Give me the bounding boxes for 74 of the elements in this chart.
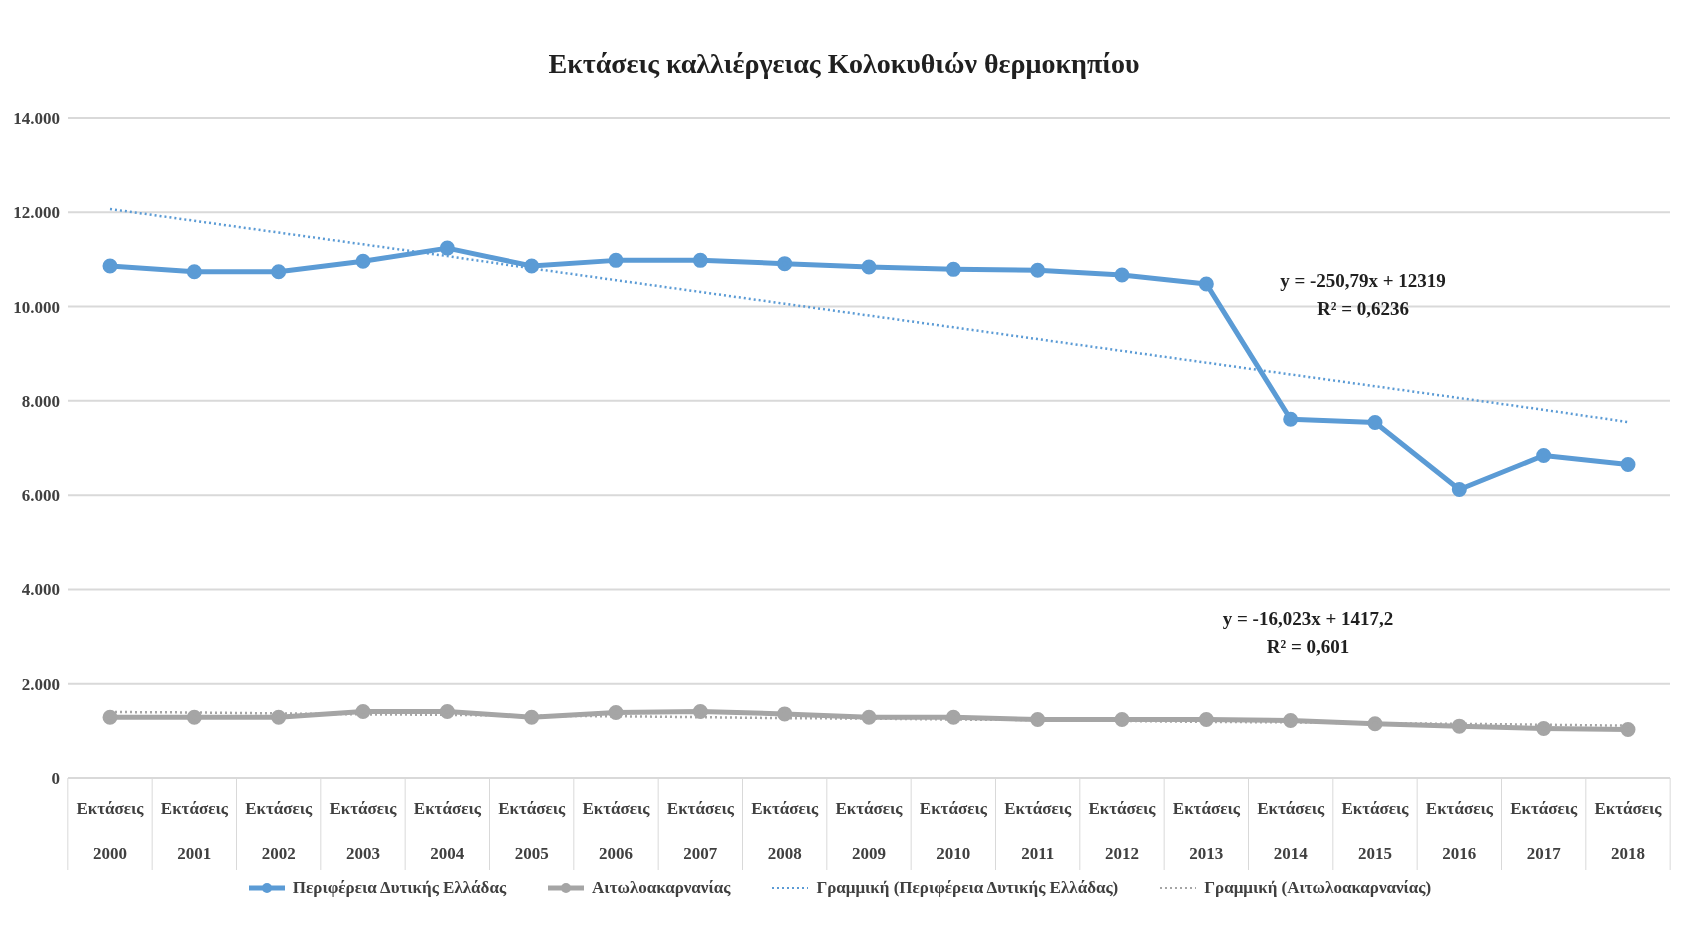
point — [524, 258, 540, 274]
category-label: Εκτάσεις 2005 — [498, 799, 566, 863]
y-tick-label: 14.000 — [13, 109, 60, 129]
y-tick-label: 4.000 — [21, 580, 60, 600]
point — [524, 709, 540, 725]
point — [1198, 712, 1214, 728]
annotation: R² = 0,6236 — [1317, 298, 1409, 320]
category-label: Εκτάσεις 2010 — [919, 799, 987, 863]
point — [439, 240, 455, 256]
point — [1367, 716, 1383, 732]
y-tick-label: 2.000 — [21, 674, 60, 694]
y-tick-label: 10.000 — [13, 297, 60, 317]
category-label: Εκτάσεις 2008 — [751, 799, 819, 863]
category-label: Εκτάσεις 2004 — [413, 799, 481, 863]
point — [777, 256, 793, 272]
category-label: Εκτάσεις 2003 — [329, 799, 397, 863]
annotation: y = -16,023x + 1417,2 — [1222, 608, 1394, 630]
point — [945, 709, 961, 725]
point — [271, 264, 287, 280]
category-label: Εκτάσεις 2016 — [1425, 799, 1493, 863]
point — [102, 709, 118, 725]
point — [1536, 448, 1552, 464]
category-label: Εκτάσεις 2001 — [160, 799, 228, 863]
annotation: y = -250,79x + 12319 — [1280, 270, 1446, 292]
category-label: Εκτάσεις 2009 — [835, 799, 903, 863]
point — [271, 709, 287, 725]
legend-label: Αιτωλοακαρνανίας — [592, 878, 731, 898]
category-label: Εκτάσεις 2006 — [582, 799, 650, 863]
point — [439, 704, 455, 720]
point — [1114, 712, 1130, 728]
point — [1451, 481, 1467, 497]
category-label: Εκτάσεις 2011 — [1004, 799, 1072, 863]
legend-label: Περιφέρεια Δυτικής Ελλάδας — [292, 878, 507, 898]
legend-label: Γραμμική (Περιφέρεια Δυτικής Ελλάδας) — [816, 878, 1119, 898]
point — [1536, 721, 1552, 736]
category-label: Εκτάσεις 2013 — [1172, 799, 1240, 863]
point — [1283, 411, 1299, 427]
point — [102, 258, 118, 274]
y-tick-label: 12.000 — [13, 203, 60, 223]
legend-label: Γραμμική (Αιτωλοακαρνανίας) — [1204, 878, 1432, 898]
category-label: Εκτάσεις 2000 — [76, 799, 144, 863]
point — [861, 259, 877, 275]
point — [692, 704, 708, 720]
category-label: Εκτάσεις 2014 — [1257, 799, 1325, 863]
annotation: R² = 0,601 — [1266, 636, 1350, 658]
category-label: Εκτάσεις 2017 — [1510, 799, 1578, 863]
point — [186, 264, 202, 280]
point — [1283, 712, 1299, 728]
category-label: Εκτάσεις 2012 — [1088, 799, 1156, 863]
point — [692, 252, 708, 268]
point — [1114, 267, 1130, 283]
point — [1198, 276, 1214, 292]
point — [355, 704, 371, 720]
point — [777, 706, 793, 722]
category-label: Εκτάσεις 2015 — [1341, 799, 1409, 863]
point — [1620, 457, 1636, 472]
y-tick-label: 8.000 — [21, 391, 60, 411]
point — [1030, 712, 1046, 728]
y-tick-label: 0 — [51, 769, 60, 789]
category-label: Εκτάσεις 2002 — [245, 799, 313, 863]
point — [1367, 415, 1383, 431]
y-tick-label: 6.000 — [21, 486, 60, 506]
point — [945, 261, 961, 277]
point — [1451, 718, 1467, 734]
point — [608, 252, 624, 268]
category-label: Εκτάσεις 2018 — [1594, 799, 1662, 863]
chart-title: Εκτάσεις καλλιέργειας Κολοκυθιών θερμοκηπίου — [547, 47, 1141, 81]
point — [608, 704, 624, 720]
point — [355, 253, 371, 269]
point — [1620, 721, 1636, 737]
point — [1030, 262, 1046, 278]
point — [186, 709, 202, 725]
category-label: Εκτάσεις 2007 — [666, 799, 734, 863]
point — [861, 709, 877, 725]
